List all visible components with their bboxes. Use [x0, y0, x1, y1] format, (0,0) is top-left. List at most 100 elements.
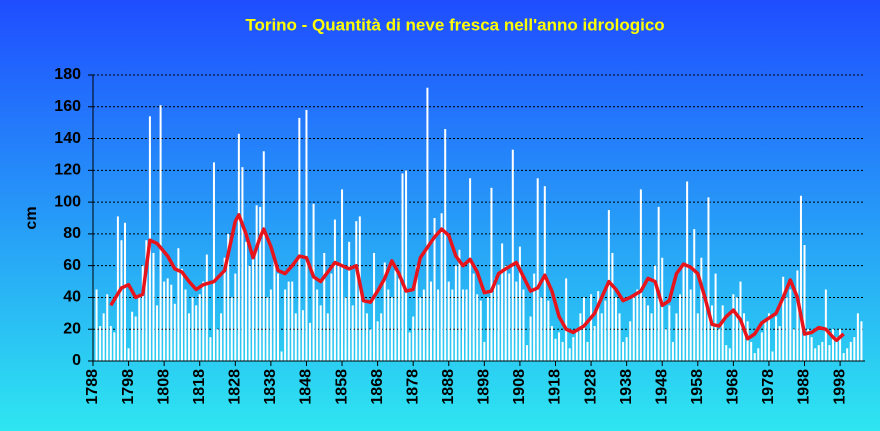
bar — [508, 273, 511, 361]
bar — [429, 281, 432, 361]
bar — [650, 313, 653, 361]
bar — [234, 273, 237, 361]
bar — [746, 321, 749, 361]
bar — [803, 245, 806, 361]
bar — [202, 281, 205, 361]
x-tick-label: 1828 — [227, 369, 244, 405]
bar — [237, 133, 240, 361]
bar — [163, 281, 166, 361]
bar — [173, 303, 176, 361]
x-tick-label: 1958 — [689, 369, 706, 405]
bar — [131, 311, 134, 361]
bar — [109, 326, 112, 361]
bar — [657, 206, 660, 361]
bar — [703, 297, 706, 361]
bar — [188, 313, 191, 361]
bar — [177, 248, 180, 361]
x-tick-label: 1988 — [796, 369, 813, 405]
bar — [309, 322, 312, 361]
bar — [273, 257, 276, 361]
bar — [159, 105, 162, 361]
bar — [639, 189, 642, 361]
bar — [828, 345, 831, 361]
bar — [227, 233, 230, 361]
bar — [501, 243, 504, 361]
bar — [725, 345, 728, 361]
bar — [156, 305, 159, 361]
bar — [330, 273, 333, 361]
bar — [476, 294, 479, 361]
bar — [348, 241, 351, 361]
bar — [369, 329, 372, 361]
bar — [394, 270, 397, 361]
bar — [248, 265, 251, 361]
chart-title: Torino - Quantità di neve fresca nell'an… — [245, 15, 664, 34]
bar — [405, 170, 408, 361]
bar — [853, 337, 856, 361]
bar — [362, 297, 365, 361]
bar — [166, 278, 169, 361]
bar — [622, 341, 625, 361]
y-tick-label: 40 — [63, 289, 81, 306]
bar — [604, 300, 607, 361]
bar — [718, 329, 721, 361]
bar — [241, 167, 244, 361]
bar — [735, 297, 738, 361]
bar — [632, 297, 635, 361]
bar — [426, 87, 429, 361]
bar — [696, 313, 699, 361]
bar — [561, 341, 564, 361]
bar — [365, 313, 368, 361]
bar — [145, 240, 148, 361]
bar — [465, 289, 468, 361]
bar — [522, 289, 525, 361]
bar — [134, 316, 137, 361]
x-tick-label: 1918 — [547, 369, 564, 405]
bar — [116, 216, 119, 361]
bar — [180, 268, 183, 361]
bar — [600, 313, 603, 361]
bar — [668, 305, 671, 361]
y-tick-label: 140 — [54, 130, 81, 147]
bar — [618, 313, 621, 361]
bar — [301, 310, 304, 361]
bar — [458, 249, 461, 361]
bar — [664, 329, 667, 361]
bar — [671, 341, 674, 361]
bar — [511, 149, 514, 361]
bar — [568, 348, 571, 361]
bar — [287, 281, 290, 361]
bar — [540, 297, 543, 361]
bar — [223, 257, 226, 361]
y-tick-label: 160 — [54, 98, 81, 115]
bar — [138, 297, 141, 361]
x-tick-label: 1888 — [440, 369, 457, 405]
bar — [842, 353, 845, 361]
bar — [209, 337, 212, 361]
bar — [244, 241, 247, 361]
bar — [661, 257, 664, 361]
bar — [750, 341, 753, 361]
bar — [764, 321, 767, 361]
bar — [95, 289, 98, 361]
bar — [835, 337, 838, 361]
trend-line — [109, 213, 845, 343]
bar — [351, 305, 354, 361]
bar — [419, 297, 422, 361]
bar — [714, 273, 717, 361]
bar — [216, 329, 219, 361]
bar — [586, 341, 589, 361]
bar — [259, 206, 262, 361]
bar — [682, 262, 685, 361]
bar — [390, 297, 393, 361]
y-tick-label: 100 — [54, 193, 81, 210]
bar — [255, 205, 258, 361]
bar — [796, 270, 799, 361]
bar — [590, 294, 593, 361]
bar — [579, 313, 582, 361]
bar — [757, 348, 760, 361]
bar — [760, 332, 763, 361]
bar — [646, 305, 649, 361]
bar — [817, 345, 820, 361]
